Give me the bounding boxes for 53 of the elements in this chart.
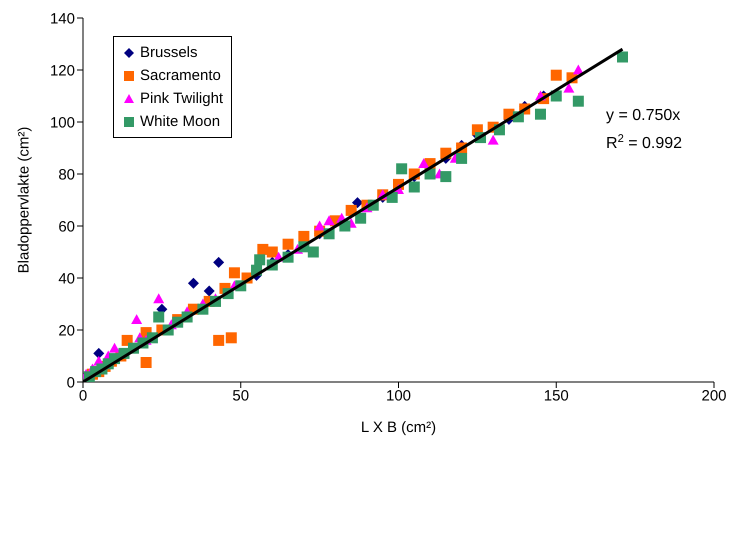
point [254, 254, 266, 266]
point [418, 158, 430, 168]
point [204, 286, 215, 296]
x-tick-label: 50 [232, 388, 250, 405]
legend-label: Pink Twilight [140, 90, 224, 107]
x-tick-label: 100 [386, 388, 412, 405]
point [488, 134, 499, 145]
point [109, 342, 120, 353]
point [226, 332, 237, 344]
y-tick-label: 40 [58, 270, 75, 288]
point [213, 334, 224, 346]
y-tick-label: 100 [50, 114, 75, 132]
y-tick-label: 140 [50, 10, 75, 28]
legend-label: White Moon [140, 113, 220, 130]
point [534, 108, 546, 120]
point [352, 197, 363, 208]
point [308, 246, 319, 258]
point [153, 293, 164, 304]
annotation: y = 0.750x [606, 107, 680, 124]
y-tick-label: 60 [58, 218, 75, 236]
legend-label: Sacramento [140, 67, 221, 84]
x-tick-label: 0 [78, 388, 88, 405]
point [131, 314, 142, 324]
x-tick-label: 150 [544, 388, 569, 405]
point [266, 246, 278, 258]
point [456, 152, 468, 164]
y-axis-title: Bladoppervlakte (cm²) [15, 126, 32, 274]
point [617, 52, 628, 62]
point [324, 215, 335, 226]
y-tick-label: 0 [66, 374, 75, 392]
point [228, 267, 240, 278]
annotation: R$^{2}$ = 0.992 [606, 133, 682, 152]
x-axis-title: L X B (cm²) [360, 419, 436, 436]
point [213, 256, 224, 268]
point [153, 312, 164, 322]
y-tick-label: 120 [50, 62, 75, 80]
point [408, 182, 420, 192]
point [314, 220, 326, 230]
point [563, 82, 574, 93]
point [282, 238, 294, 250]
point [572, 96, 584, 107]
point [396, 163, 408, 174]
point [298, 230, 310, 242]
x-tick-label: 200 [701, 388, 727, 405]
y-tick-label: 80 [58, 166, 75, 184]
point [93, 348, 104, 359]
point [440, 171, 452, 182]
y-tick-label: 20 [58, 322, 75, 340]
point [550, 70, 562, 81]
point [188, 278, 199, 289]
legend-label: Brussels [140, 44, 198, 61]
point [355, 212, 366, 224]
point [140, 357, 152, 368]
